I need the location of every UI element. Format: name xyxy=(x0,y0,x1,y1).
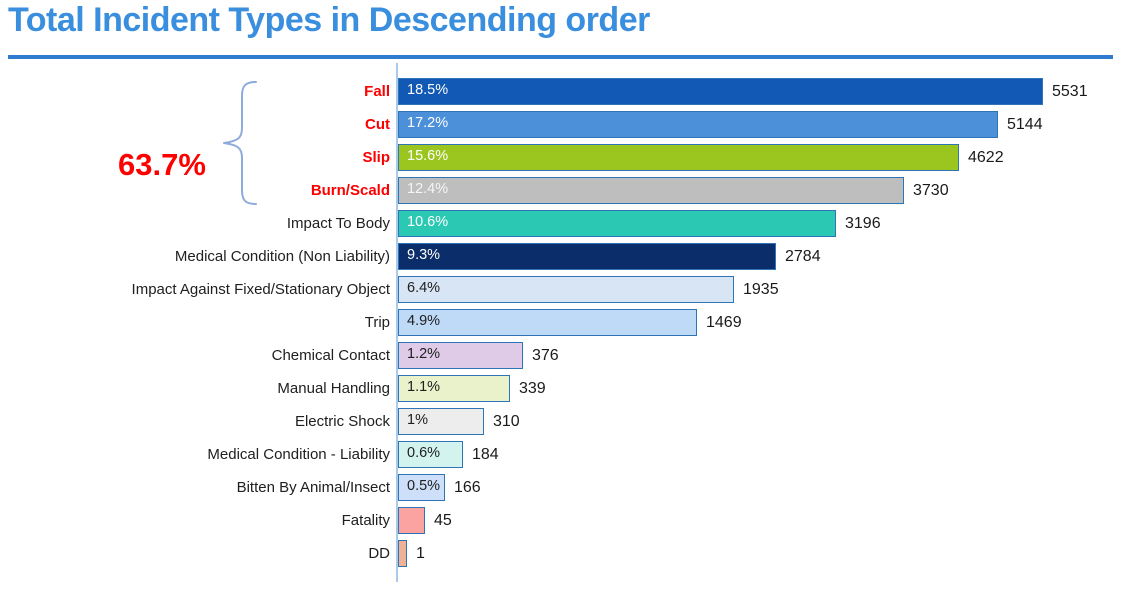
bar-value-label: 310 xyxy=(493,413,520,430)
bar[interactable]: 9.3% xyxy=(398,243,776,270)
bar[interactable]: 4.9% xyxy=(398,309,697,336)
bar-percent-label: 1% xyxy=(407,412,428,428)
bar-percent-label: 1.2% xyxy=(407,346,441,362)
bar-value-label: 45 xyxy=(434,512,452,529)
bar-percent-label: 0.5% xyxy=(407,478,441,494)
curly-brace-icon xyxy=(223,81,257,205)
bar-value-label: 4622 xyxy=(968,149,1004,166)
chart-row: Fatality 45 xyxy=(0,507,1127,534)
chart-row: Fall 18.5% 5531 xyxy=(0,78,1127,105)
bar[interactable]: 12.4% xyxy=(398,177,904,204)
chart-row: Manual Handling 1.1% 339 xyxy=(0,375,1127,402)
bar-value-label: 184 xyxy=(472,446,499,463)
bar-percent-label: 9.3% xyxy=(407,247,441,263)
title-divider xyxy=(8,55,1113,59)
chart-row: Medical Condition - Liability 0.6% 184 xyxy=(0,441,1127,468)
bar-percent-label: 6.4% xyxy=(407,280,441,296)
bar-value-label: 2784 xyxy=(785,248,821,265)
bar-value-label: 5531 xyxy=(1052,83,1088,100)
category-label: Medical Condition (Non Liability) xyxy=(174,248,390,265)
top-four-share-annotation: 63.7% xyxy=(118,147,206,182)
bar[interactable] xyxy=(398,540,407,567)
category-label: Medical Condition - Liability xyxy=(207,446,390,463)
bar-value-label: 376 xyxy=(532,347,559,364)
bar-value-label: 339 xyxy=(519,380,546,397)
chart-row: DD 1 xyxy=(0,540,1127,567)
chart-row: Slip 15.6% 4622 xyxy=(0,144,1127,171)
category-label: Burn/Scald xyxy=(310,182,390,199)
bar[interactable]: 0.6% xyxy=(398,441,463,468)
category-axis-line xyxy=(396,63,398,582)
bar[interactable]: 1.2% xyxy=(398,342,523,369)
category-label: Slip xyxy=(362,149,390,166)
bar-percent-label: 1.1% xyxy=(407,379,441,395)
bar-percent-label: 18.5% xyxy=(407,82,449,98)
bar[interactable]: 1.1% xyxy=(398,375,510,402)
bar-percent-label: 10.6% xyxy=(407,214,449,230)
bar[interactable]: 18.5% xyxy=(398,78,1043,105)
bar-percent-label: 15.6% xyxy=(407,148,449,164)
category-label: Chemical Contact xyxy=(271,347,390,364)
bar-value-label: 5144 xyxy=(1007,116,1043,133)
chart-row: Medical Condition (Non Liability) 9.3% 2… xyxy=(0,243,1127,270)
category-label: Trip xyxy=(364,314,390,331)
bar[interactable]: 15.6% xyxy=(398,144,959,171)
chart-row: Impact Against Fixed/Stationary Object 6… xyxy=(0,276,1127,303)
bar-percent-label: 4.9% xyxy=(407,313,441,329)
chart-row: Chemical Contact 1.2% 376 xyxy=(0,342,1127,369)
chart-row: Burn/Scald 12.4% 3730 xyxy=(0,177,1127,204)
bar[interactable]: 0.5% xyxy=(398,474,445,501)
chart-row: Trip 4.9% 1469 xyxy=(0,309,1127,336)
bar-percent-label: 0.6% xyxy=(407,445,441,461)
bar-value-label: 1935 xyxy=(743,281,779,298)
category-label: Fall xyxy=(364,83,390,100)
chart-row: Impact To Body 10.6% 3196 xyxy=(0,210,1127,237)
bar-percent-label: 17.2% xyxy=(407,115,449,131)
category-label: Bitten By Animal/Insect xyxy=(236,479,390,496)
category-label: Electric Shock xyxy=(294,413,390,430)
bar-value-label: 1469 xyxy=(706,314,742,331)
category-label: Cut xyxy=(365,116,390,133)
category-label: DD xyxy=(368,545,390,562)
bar-value-label: 3196 xyxy=(845,215,881,232)
bar[interactable]: 1% xyxy=(398,408,484,435)
page-title: Total Incident Types in Descending order xyxy=(8,1,650,39)
bar[interactable]: 6.4% xyxy=(398,276,734,303)
chart-row: Bitten By Animal/Insect 0.5% 166 xyxy=(0,474,1127,501)
bar[interactable]: 10.6% xyxy=(398,210,836,237)
bar[interactable] xyxy=(398,507,425,534)
chart-row: Cut 17.2% 5144 xyxy=(0,111,1127,138)
bar-value-label: 166 xyxy=(454,479,481,496)
category-label: Impact To Body xyxy=(286,215,390,232)
bar-value-label: 3730 xyxy=(913,182,949,199)
bar-value-label: 1 xyxy=(416,545,425,562)
bar[interactable]: 17.2% xyxy=(398,111,998,138)
category-label: Impact Against Fixed/Stationary Object xyxy=(131,281,390,298)
chart-row: Electric Shock 1% 310 xyxy=(0,408,1127,435)
category-label: Fatality xyxy=(341,512,390,529)
category-label: Manual Handling xyxy=(277,380,390,397)
bar-percent-label: 12.4% xyxy=(407,181,449,197)
